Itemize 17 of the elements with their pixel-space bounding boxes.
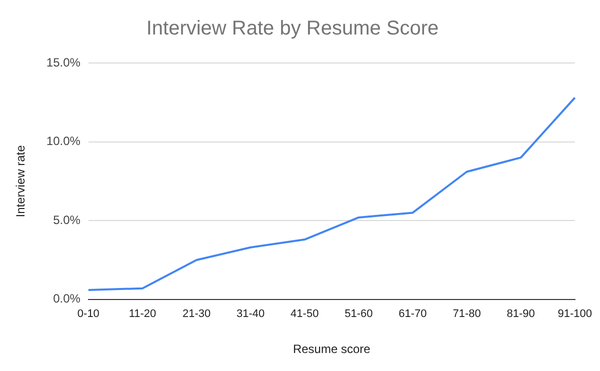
x-tick-label: 31-40 [236,308,265,320]
x-tick-label: 61-70 [398,308,427,320]
y-tick-label: 0.0% [53,292,81,306]
x-tick-label: 21-30 [182,308,211,320]
x-tick-label: 0-10 [77,308,100,320]
x-tick-label: 41-50 [290,308,319,320]
x-tick-label: 51-60 [344,308,373,320]
y-tick-label: 15.0% [46,55,81,70]
x-tick-label: 11-20 [128,308,156,320]
chart-title: Interview Rate by Resume Score [146,18,439,40]
y-tick-label: 10.0% [46,134,81,148]
y-tick-label: 5.0% [53,212,81,227]
x-tick-label: 81-90 [506,308,535,320]
x-tick-label: 91-100 [558,308,592,320]
x-axis-title: Resume score [292,342,371,356]
y-axis-title: Interview rate [14,144,28,218]
x-tick-label: 71-80 [452,308,481,320]
